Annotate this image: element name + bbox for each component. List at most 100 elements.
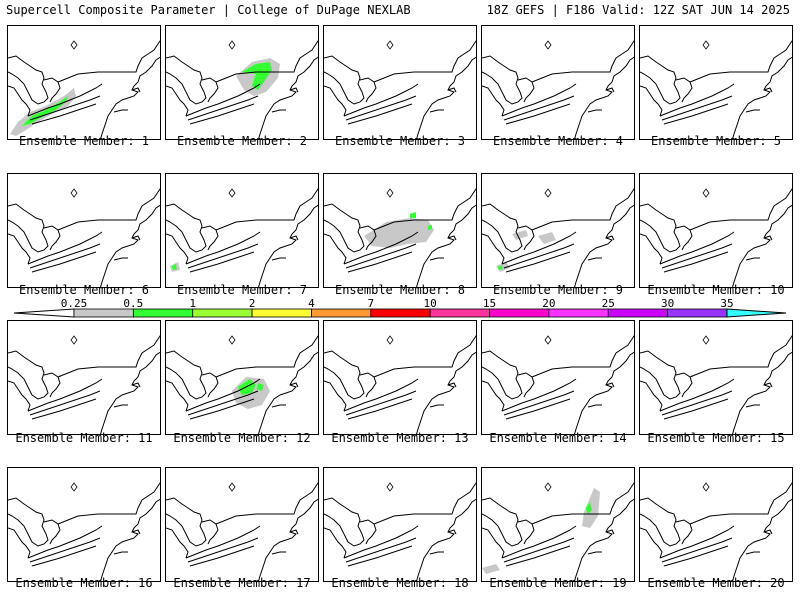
parameter-shading [257, 383, 264, 391]
coastline [574, 351, 634, 434]
coastline [215, 40, 318, 83]
colorbar-segment [607, 308, 669, 318]
coastline [503, 95, 575, 121]
coastline [113, 109, 128, 113]
coastline [187, 95, 259, 121]
colorbar-segment [132, 308, 194, 318]
ensemble-member-label: Ensemble Member: 17 [173, 576, 311, 590]
coastline [113, 257, 128, 261]
ensemble-map-panel [7, 173, 161, 288]
coastline [675, 77, 693, 103]
coastline [429, 404, 444, 408]
coastline [131, 87, 141, 93]
coastline [166, 380, 189, 412]
coastline [763, 382, 773, 388]
coastline [289, 529, 299, 535]
island-marker [70, 40, 78, 50]
map-outline [166, 482, 318, 581]
coastline [187, 243, 259, 269]
coastline [605, 382, 615, 388]
map-outline [324, 482, 476, 581]
coastline [57, 482, 160, 525]
coastline [689, 335, 792, 378]
map-outline [640, 188, 792, 287]
coastline [482, 350, 523, 400]
coastline [359, 77, 377, 103]
coastline [324, 85, 347, 117]
map-outline [482, 482, 634, 581]
coastline [345, 390, 417, 416]
coastline [416, 56, 476, 139]
colorbar-tick-label: 15 [482, 297, 497, 310]
map-outline [166, 40, 318, 139]
coastline [661, 390, 733, 416]
coastline [675, 225, 693, 251]
coastline [373, 482, 476, 525]
parameter-shading [428, 225, 432, 230]
coastline [587, 404, 602, 408]
ensemble-member-label: Ensemble Member: 7 [176, 283, 308, 297]
ensemble-member-label: Ensemble Member: 10 [647, 283, 785, 297]
coastline [503, 390, 575, 416]
island-marker [228, 188, 236, 198]
coastline [8, 85, 31, 117]
ensemble-map-panel [323, 320, 477, 435]
coastline [31, 545, 97, 567]
coastline [517, 519, 535, 545]
coastline [373, 335, 476, 378]
coastline [289, 235, 299, 241]
coastline [201, 225, 219, 251]
coastline [166, 497, 207, 547]
colorbar-tick-label: 4 [308, 297, 315, 310]
coastline [663, 251, 729, 273]
map-outline [640, 482, 792, 581]
colorbar-tick-label: 1 [189, 297, 197, 310]
ensemble-map-panel [639, 320, 793, 435]
coastline [574, 498, 634, 581]
coastline [640, 527, 663, 559]
coastline [43, 77, 61, 103]
coastline [517, 225, 535, 251]
coastline [43, 372, 61, 398]
colorbar-under-triangle [13, 308, 75, 318]
ensemble-member-label: Ensemble Member: 9 [492, 283, 624, 297]
coastline [185, 231, 261, 265]
coastline [43, 225, 61, 251]
coastline [189, 251, 255, 273]
parameter-shading [172, 264, 177, 270]
coastline [429, 257, 444, 261]
coastline [661, 95, 733, 121]
coastline [501, 231, 577, 265]
coastline [732, 351, 792, 434]
coastline [57, 335, 160, 378]
colorbar-tick-label: 2 [248, 297, 256, 310]
colorbar-tick-label: 10 [423, 297, 437, 310]
coastline [659, 231, 735, 265]
ensemble-member-label: Ensemble Member: 18 [331, 576, 469, 590]
coastline [166, 350, 207, 400]
coastline [8, 350, 49, 400]
coastline [57, 188, 160, 231]
map-outline [8, 482, 160, 581]
coastline [324, 527, 347, 559]
parameter-shading [242, 62, 272, 90]
coastline [166, 233, 189, 265]
coastline [429, 551, 444, 555]
coastline [416, 351, 476, 434]
coastline [659, 525, 735, 559]
coastline [531, 40, 634, 83]
map-outline [324, 335, 476, 434]
island-marker [386, 40, 394, 50]
map-outline [166, 188, 318, 287]
coastline [732, 56, 792, 139]
coastline [215, 335, 318, 378]
coastline [29, 95, 101, 121]
coastline [187, 390, 259, 416]
map-outline [324, 188, 476, 287]
coastline [505, 251, 571, 273]
coastline [29, 390, 101, 416]
coastline [447, 382, 457, 388]
ensemble-member-label: Ensemble Member: 14 [489, 431, 627, 445]
colorbar-segment [548, 308, 609, 318]
ensemble-member-label: Ensemble Member: 1 [18, 134, 150, 148]
